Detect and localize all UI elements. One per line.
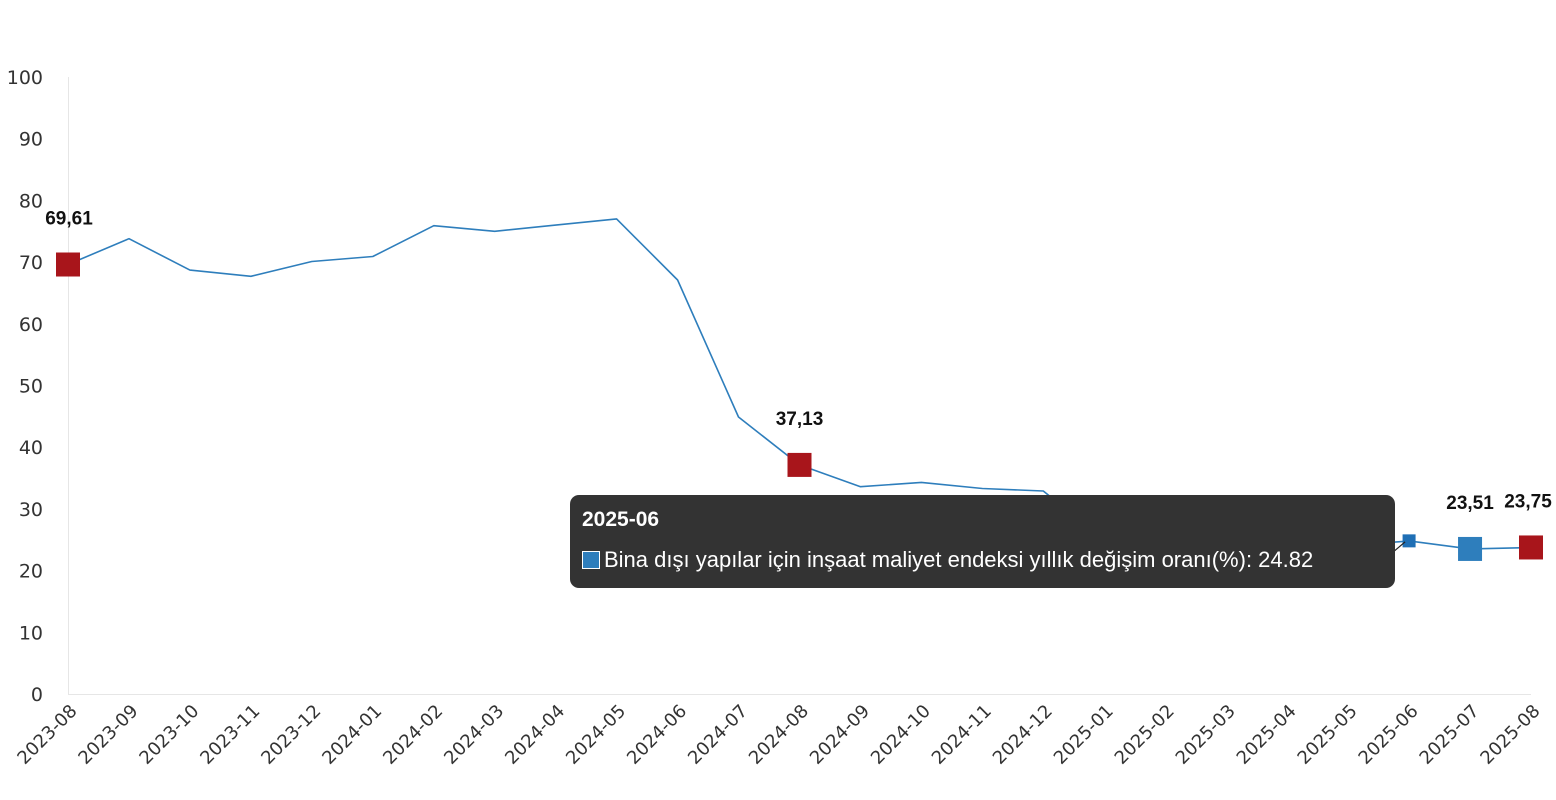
point-marker [56,252,80,277]
data-label: 23,51 [1446,493,1494,514]
x-tick-label: 2025-08 [1476,701,1544,769]
x-tick-label: 2023-11 [196,701,264,769]
x-tick-label: 2024-10 [867,701,935,769]
point-marker [787,452,812,477]
y-tick-label: 0 [31,684,43,706]
x-tick-label: 2025-01 [1050,701,1118,769]
y-tick-label: 30 [19,499,43,521]
x-tick-label: 2024-09 [806,701,874,769]
y-tick-label: 90 [19,129,43,151]
tooltip-row: Bina dışı yapılar için inşaat maliyet en… [582,547,1383,573]
x-tick-label: 2024-07 [684,701,752,769]
y-tick-label: 50 [19,376,43,398]
x-tick-label: 2025-07 [1416,701,1484,769]
markers-group [56,252,1543,561]
x-tick-label: 2023-09 [74,701,142,769]
x-tick-label: 2024-04 [501,701,569,769]
x-axis-ticks: 2023-082023-092023-102023-112023-122024-… [13,701,1544,769]
x-tick-label: 2024-03 [440,701,508,769]
data-label: 69,61 [45,209,93,230]
x-tick-label: 2025-02 [1111,701,1179,769]
y-tick-label: 80 [19,190,43,212]
y-axis-ticks: 0 10 20 30 40 50 60 70 80 90 100 [7,67,43,706]
tooltip-colon: : [1245,547,1259,572]
tooltip-value: 24.82 [1258,547,1314,572]
x-tick-label: 2024-12 [989,701,1057,769]
x-tick-label: 2024-05 [562,701,630,769]
data-labels-group: 69,61 37,13 23,51 23,75 [45,209,1552,514]
y-tick-label: 10 [19,622,43,644]
y-tick-label: 20 [19,561,43,583]
x-tick-label: 2023-08 [13,701,81,769]
x-tick-label: 2023-12 [257,701,325,769]
tooltip-title: 2025-06 [582,508,660,531]
x-tick-label: 2025-03 [1172,701,1240,769]
x-tick-label: 2024-02 [379,701,447,769]
x-tick-label: 2024-08 [745,701,813,769]
point-marker [1458,536,1483,561]
y-tick-label: 60 [19,314,43,336]
tooltip: 2025-06 Bina dışı yapılar için inşaat ma… [570,495,1395,588]
active-point-marker [1402,534,1416,548]
x-tick-label: 2025-04 [1233,701,1301,769]
x-tick-label: 2025-05 [1294,701,1362,769]
x-tick-label: 2025-06 [1355,701,1423,769]
tooltip-series-swatch [582,551,600,569]
x-tick-label: 2024-06 [623,701,691,769]
y-tick-label: 40 [19,437,43,459]
y-tick-label: 100 [7,67,43,89]
y-tick-label: 70 [19,252,43,274]
x-tick-label: 2024-01 [318,701,386,769]
data-label: 23,75 [1504,491,1552,512]
x-tick-label: 2024-11 [928,701,996,769]
x-tick-label: 2023-10 [135,701,203,769]
tooltip-series-name: Bina dışı yapılar için inşaat maliyet en… [604,547,1246,572]
point-marker [1519,535,1543,560]
data-label: 37,13 [776,409,824,430]
